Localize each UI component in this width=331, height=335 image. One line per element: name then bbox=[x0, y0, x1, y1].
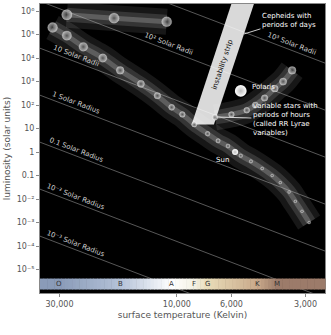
svg-text:10⁶: 10⁶ bbox=[21, 7, 34, 16]
svg-text:10⁻³: 10⁻³ bbox=[17, 218, 35, 227]
svg-text:A: A bbox=[169, 280, 174, 288]
svg-text:10⁻⁵: 10⁻⁵ bbox=[17, 265, 35, 274]
svg-text:10³ Solar Radii: 10³ Solar Radii bbox=[266, 31, 317, 57]
svg-text:10⁻³ Solar Radius: 10⁻³ Solar Radius bbox=[45, 229, 105, 258]
svg-text:1: 1 bbox=[29, 148, 34, 157]
svg-text:10⁻²: 10⁻² bbox=[17, 195, 35, 204]
svg-text:Polaris: Polaris bbox=[252, 83, 275, 91]
svg-text:Sun: Sun bbox=[216, 156, 229, 164]
svg-text:10⁻⁴: 10⁻⁴ bbox=[17, 242, 35, 251]
svg-text:0.1 Solar Radius: 0.1 Solar Radius bbox=[48, 136, 104, 164]
svg-text:30,000: 30,000 bbox=[45, 300, 73, 309]
svg-text:10: 10 bbox=[24, 124, 34, 133]
svg-text:1 Solar Radius: 1 Solar Radius bbox=[51, 90, 101, 116]
svg-text:Cepheids withperiods of days: Cepheids withperiods of days bbox=[262, 12, 316, 29]
svg-text:surface temperature (Kelvin): surface temperature (Kelvin) bbox=[118, 310, 248, 320]
svg-text:3,000: 3,000 bbox=[294, 300, 317, 309]
svg-text:10⁴: 10⁴ bbox=[21, 54, 34, 63]
svg-text:M: M bbox=[274, 280, 280, 288]
svg-text:10³: 10³ bbox=[21, 77, 34, 86]
svg-text:F: F bbox=[192, 280, 196, 288]
svg-text:luminosity (solar units): luminosity (solar units) bbox=[2, 97, 12, 201]
svg-text:10⁻² Solar Radius: 10⁻² Solar Radius bbox=[45, 182, 105, 211]
svg-text:10² Solar Radii: 10² Solar Radii bbox=[143, 31, 194, 57]
svg-text:O: O bbox=[56, 280, 62, 288]
svg-text:G: G bbox=[205, 280, 210, 288]
svg-text:B: B bbox=[118, 280, 123, 288]
svg-text:6,000: 6,000 bbox=[220, 300, 243, 309]
svg-text:10 Solar Radii: 10 Solar Radii bbox=[52, 44, 100, 69]
svg-text:instability strip: instability strip bbox=[211, 38, 235, 91]
svg-text:10,000: 10,000 bbox=[163, 300, 191, 309]
svg-text:10⁵: 10⁵ bbox=[21, 30, 34, 39]
svg-text:K: K bbox=[255, 280, 260, 288]
svg-text:variable stars withperiods of: variable stars withperiods of hours(call… bbox=[253, 102, 318, 137]
svg-text:0.1: 0.1 bbox=[22, 171, 35, 180]
svg-text:10²: 10² bbox=[21, 101, 34, 110]
